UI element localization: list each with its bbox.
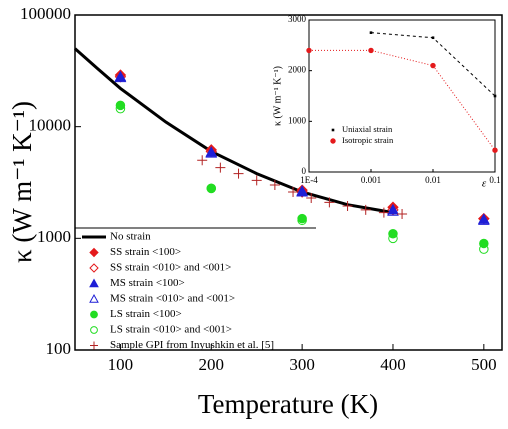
y-tick-label: 1000 <box>37 227 71 246</box>
x-tick-label: 300 <box>289 355 315 374</box>
marker <box>369 31 373 34</box>
legend-label: LS strain <100> <box>110 308 182 320</box>
marker <box>89 293 99 303</box>
marker <box>233 168 244 179</box>
marker <box>368 47 374 54</box>
marker <box>89 263 99 273</box>
marker <box>431 36 435 40</box>
legend-label: No strain <box>110 231 151 243</box>
x-tick-label: 0.01 <box>425 175 441 185</box>
x-tick-label: 100 <box>108 355 134 374</box>
y-tick-label: 3000 <box>288 14 307 24</box>
x-tick-label: 0.001 <box>361 175 381 185</box>
marker <box>89 247 99 258</box>
y-tick-label: 2000 <box>288 65 307 75</box>
plot-frame <box>308 19 496 173</box>
legend-label: SS strain <100> <box>110 246 181 258</box>
inset-y-label: κ (W m⁻¹ K⁻¹) <box>272 66 283 126</box>
x-tick-label: 200 <box>199 355 225 374</box>
marker <box>306 47 312 54</box>
marker <box>296 186 308 198</box>
inset-legend-label: Isotropic strain <box>342 135 394 145</box>
marker <box>387 205 399 216</box>
marker <box>206 183 217 194</box>
marker <box>342 200 353 211</box>
marker <box>397 209 408 220</box>
marker <box>215 162 226 173</box>
legend-label: LS strain <010> and <001> <box>110 324 232 336</box>
marker <box>331 128 335 132</box>
y-axis-label: κ (W m⁻¹ K⁻¹) <box>7 101 37 263</box>
series-line <box>309 49 496 151</box>
marker <box>90 310 98 319</box>
y-tick-label: 100 <box>46 339 72 358</box>
marker <box>360 204 371 215</box>
x-tick-label: 400 <box>380 355 406 374</box>
marker <box>205 147 218 158</box>
marker <box>114 71 127 83</box>
legend-label: MS strain <100> <box>110 277 185 289</box>
marker <box>477 214 490 225</box>
marker <box>115 103 126 114</box>
x-axis-label: Temperature (K) <box>198 389 378 419</box>
marker <box>378 207 389 218</box>
marker <box>197 155 208 166</box>
y-tick-label: 10000 <box>29 116 72 135</box>
inset-legend-label: Uniaxial strain <box>342 124 393 134</box>
marker <box>306 192 317 203</box>
marker <box>479 244 489 254</box>
marker <box>297 215 307 226</box>
x-tick-label: 500 <box>471 355 497 374</box>
legend-label: Sample GPI from Inyushkin et al. [5] <box>110 339 274 351</box>
marker <box>330 138 336 144</box>
marker <box>430 62 436 69</box>
legend-label: MS strain <010> and <001> <box>110 293 235 305</box>
marker <box>388 233 398 244</box>
x-tick-label: 1E-4 <box>300 175 318 185</box>
marker <box>324 197 335 208</box>
marker <box>89 278 99 288</box>
marker <box>288 186 299 197</box>
inset-x-label: ε <box>482 178 487 190</box>
marker <box>115 100 126 111</box>
marker <box>493 94 497 98</box>
marker <box>492 147 498 153</box>
legend-label: SS strain <010> and <001> <box>110 262 231 274</box>
marker <box>269 180 280 191</box>
y-tick-label: 100000 <box>20 4 71 23</box>
marker <box>90 326 98 334</box>
marker <box>90 341 98 350</box>
marker <box>251 175 262 186</box>
y-tick-label: 1000 <box>288 115 307 125</box>
x-tick-label: 0.1 <box>489 175 500 185</box>
y-tick-label: 0 <box>302 166 307 176</box>
marker <box>296 185 308 197</box>
